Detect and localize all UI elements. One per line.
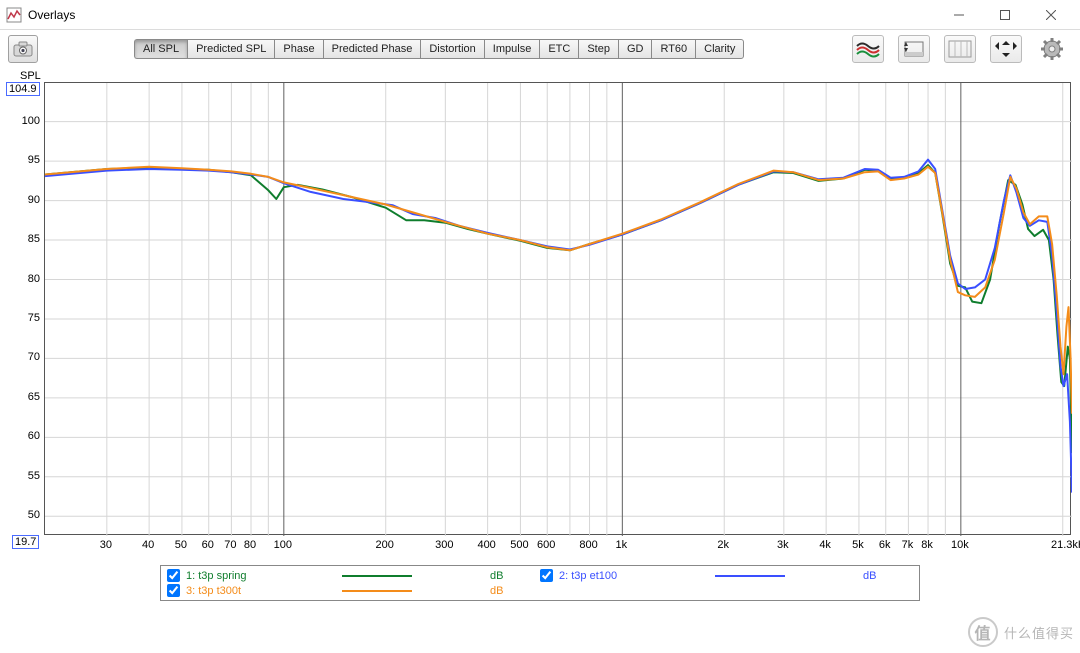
- x-tick-label: 70: [224, 539, 236, 551]
- close-button[interactable]: [1028, 0, 1074, 30]
- watermark: 值 什么值得买: [968, 617, 1074, 647]
- limits-button[interactable]: [898, 35, 930, 63]
- x-tick-label: 500: [510, 539, 528, 551]
- tab-phase[interactable]: Phase: [274, 39, 322, 59]
- tab-etc[interactable]: ETC: [539, 39, 578, 59]
- legend-swatch: [342, 590, 412, 592]
- x-tick-label: 200: [376, 539, 394, 551]
- legend-label: 3: t3p t300t: [186, 585, 336, 597]
- y-tick-label: 50: [2, 509, 40, 521]
- x-tick-label: 4k: [819, 539, 831, 551]
- x-max-label: 21.3kHz: [1051, 539, 1080, 551]
- y-max-value[interactable]: 104.9: [6, 82, 40, 96]
- tab-clarity[interactable]: Clarity: [695, 39, 744, 59]
- tab-all-spl[interactable]: All SPL: [134, 39, 187, 59]
- tab-predicted-phase[interactable]: Predicted Phase: [323, 39, 421, 59]
- x-tick-label: 80: [244, 539, 256, 551]
- x-tick-label: 50: [175, 539, 187, 551]
- tab-step[interactable]: Step: [578, 39, 618, 59]
- y-tick-label: 60: [2, 430, 40, 442]
- x-tick-label: 30: [100, 539, 112, 551]
- window-title: Overlays: [28, 8, 936, 22]
- legend-checkbox[interactable]: [540, 569, 553, 582]
- legend-checkbox[interactable]: [167, 569, 180, 582]
- legend-item: 3: t3p t300t dB: [167, 584, 540, 597]
- legend-label: 2: t3p et100: [559, 570, 709, 582]
- x-tick-label: 300: [435, 539, 453, 551]
- y-tick-label: 90: [2, 194, 40, 206]
- watermark-text: 什么值得买: [1004, 623, 1074, 642]
- legend-item: 2: t3p et100 dB: [540, 569, 913, 582]
- x-tick-label: 7k: [902, 539, 914, 551]
- legend-unit: dB: [490, 585, 540, 597]
- x-tick-label: 400: [477, 539, 495, 551]
- fit-button[interactable]: [990, 35, 1022, 63]
- y-axis-label: SPL: [20, 70, 41, 82]
- titlebar: Overlays: [0, 0, 1080, 30]
- legend-swatch: [342, 575, 412, 577]
- minimize-button[interactable]: [936, 0, 982, 30]
- tab-predicted-spl[interactable]: Predicted SPL: [187, 39, 274, 59]
- x-tick-label: 1k: [616, 539, 628, 551]
- screenshot-button[interactable]: [8, 35, 38, 63]
- legend-checkbox[interactable]: [167, 584, 180, 597]
- maximize-button[interactable]: [982, 0, 1028, 30]
- toolbar-right: [852, 35, 1072, 63]
- legend-unit: dB: [863, 570, 913, 582]
- y-tick-label: 85: [2, 233, 40, 245]
- chart-area: SPL 104.9 19.7 50 55 60 65 70 75 80 85 90 95 100 3…: [2, 68, 1078, 559]
- x-tick-label: 60: [202, 539, 214, 551]
- y-tick-label: 55: [2, 470, 40, 482]
- tab-group: All SPLPredicted SPLPhasePredicted Phase…: [134, 39, 744, 59]
- x-tick-label: 5k: [852, 539, 864, 551]
- trace-colors-button[interactable]: [852, 35, 884, 63]
- plot-svg: [45, 83, 1072, 536]
- legend-label: 1: t3p spring: [186, 570, 336, 582]
- y-tick-label: 100: [2, 115, 40, 127]
- y-tick-label: 75: [2, 312, 40, 324]
- tab-distortion[interactable]: Distortion: [420, 39, 483, 59]
- y-tick-label: 95: [2, 154, 40, 166]
- tab-impulse[interactable]: Impulse: [484, 39, 540, 59]
- app-icon: [6, 7, 22, 23]
- y-tick-label: 80: [2, 273, 40, 285]
- legend: 1: t3p springdB2: t3p et100dB3: t3p t300…: [160, 565, 920, 601]
- x-tick-label: 2k: [717, 539, 729, 551]
- x-min-value[interactable]: 19.7: [12, 535, 39, 549]
- x-tick-label: 600: [537, 539, 555, 551]
- legend-swatch: [715, 575, 785, 577]
- plot-region[interactable]: [44, 82, 1071, 535]
- x-tick-label: 40: [142, 539, 154, 551]
- watermark-logo: 值: [968, 617, 998, 647]
- series-line: [45, 167, 1072, 414]
- x-tick-label: 800: [579, 539, 597, 551]
- series-line: [45, 165, 1072, 453]
- series-line: [45, 160, 1072, 493]
- x-tick-label: 10k: [951, 539, 969, 551]
- x-tick-label: 3k: [777, 539, 789, 551]
- x-tick-label: 6k: [879, 539, 891, 551]
- grid-button[interactable]: [944, 35, 976, 63]
- legend-item: 1: t3p spring dB: [167, 569, 540, 582]
- settings-button[interactable]: [1036, 35, 1068, 63]
- y-tick-label: 65: [2, 391, 40, 403]
- legend-unit: dB: [490, 570, 540, 582]
- y-tick-label: 70: [2, 351, 40, 363]
- toolbar: All SPLPredicted SPLPhasePredicted Phase…: [0, 30, 1080, 68]
- tab-gd[interactable]: GD: [618, 39, 652, 59]
- x-tick-label: 8k: [921, 539, 933, 551]
- tab-rt60[interactable]: RT60: [651, 39, 695, 59]
- x-tick-label: 100: [274, 539, 292, 551]
